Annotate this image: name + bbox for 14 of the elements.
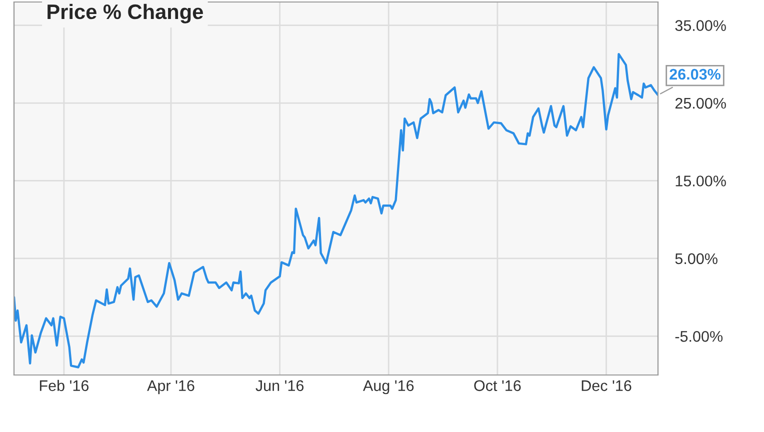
chart-title: Price % Change	[48, 4, 203, 24]
y-tick-label: 25.00%	[675, 98, 726, 109]
x-tick-label: Oct '16	[474, 380, 521, 392]
y-tick-label: 5.00%	[675, 253, 718, 264]
y-tick-label: 15.00%	[676, 176, 726, 186]
x-tick-label: Aug '16	[362, 380, 414, 394]
x-tick-label: Apr '16	[147, 380, 194, 394]
annotation: 26.03%	[670, 68, 721, 80]
y-tick-label: 35.00%	[675, 20, 726, 31]
y-tick-label: -5.00%	[675, 331, 723, 342]
x-tick-label: Feb '16	[40, 380, 89, 392]
line-series	[14, 52, 658, 368]
x-tick-label: Jun '16	[256, 380, 304, 392]
x-tick-label: Dec '16	[582, 380, 632, 392]
